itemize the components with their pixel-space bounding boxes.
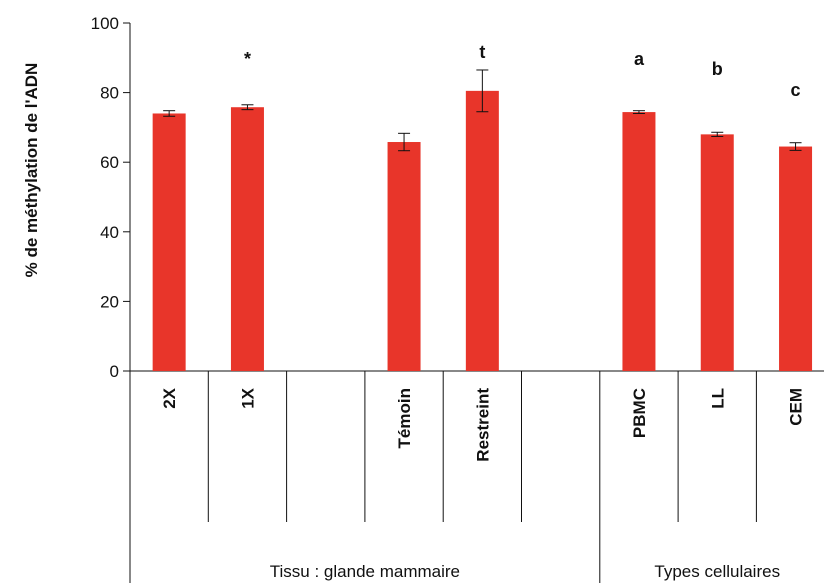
y-tick-label: 40 bbox=[100, 223, 119, 242]
significance-annotation: a bbox=[634, 49, 645, 69]
bar bbox=[153, 113, 186, 371]
y-tick-label: 100 bbox=[91, 14, 119, 33]
category-label: CEM bbox=[787, 388, 806, 426]
category-label: PBMC bbox=[630, 388, 649, 438]
category-label: Restreint bbox=[473, 388, 492, 462]
significance-annotation: c bbox=[791, 80, 801, 100]
category-label: 2X bbox=[160, 387, 179, 408]
bar bbox=[779, 147, 812, 371]
bar bbox=[231, 107, 264, 371]
y-tick-label: 60 bbox=[100, 153, 119, 172]
category-label: 1X bbox=[238, 387, 257, 408]
y-tick-label: 0 bbox=[110, 362, 119, 381]
y-tick-label: 80 bbox=[100, 84, 119, 103]
bar bbox=[622, 112, 655, 371]
labels-group: 0 20 40 60 80 100 2X 1X Témoin Restreint PBMC LL CEM… bbox=[91, 14, 806, 581]
group-label: Types cellulaires bbox=[654, 562, 780, 581]
group-label: Tissu : glande mammaire bbox=[270, 562, 460, 581]
significance-annotation: t bbox=[479, 42, 485, 62]
significance-annotation: b bbox=[712, 59, 723, 79]
category-label: LL bbox=[708, 388, 727, 409]
y-axis-label: % de méthylation de l'ADN bbox=[22, 63, 41, 278]
bar bbox=[701, 134, 734, 371]
bar bbox=[466, 91, 499, 371]
bar bbox=[388, 142, 421, 371]
significance-annotation: * bbox=[244, 49, 251, 69]
y-tick-label: 20 bbox=[100, 292, 119, 311]
bars-group bbox=[153, 70, 812, 371]
category-label: Témoin bbox=[395, 388, 414, 448]
